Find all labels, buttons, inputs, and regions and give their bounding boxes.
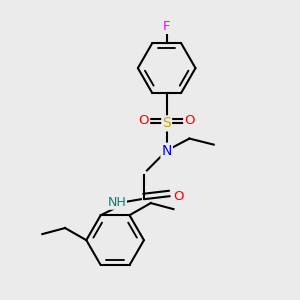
Text: O: O [174,190,184,203]
Text: NH: NH [107,196,126,209]
Text: O: O [139,115,149,128]
Text: F: F [163,20,170,33]
Text: S: S [162,116,171,130]
Text: O: O [184,115,195,128]
Text: N: N [161,144,172,158]
